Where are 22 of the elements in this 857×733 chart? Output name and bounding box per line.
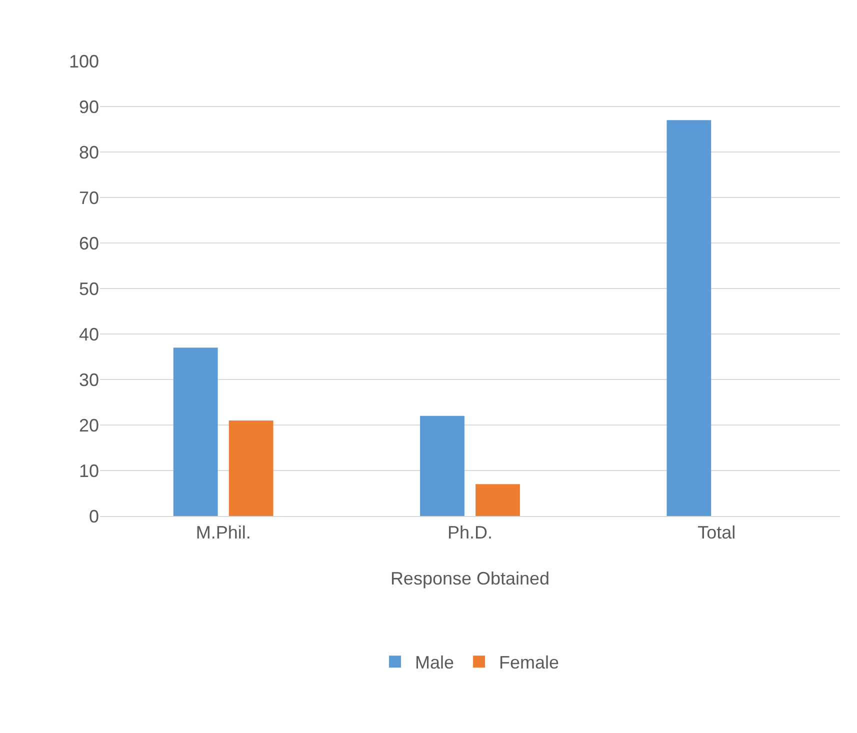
y-tick-label: 90 — [78, 96, 99, 117]
bar — [420, 416, 464, 516]
y-tick-label: 80 — [78, 142, 99, 162]
y-tick-label: 70 — [78, 188, 99, 208]
x-tick-label: M.Phil. — [196, 522, 251, 543]
y-tick-label: 20 — [78, 415, 99, 436]
bar — [173, 348, 218, 516]
x-tick-label: Ph.D. — [447, 522, 493, 543]
bar — [228, 420, 274, 516]
y-tick-label: 40 — [78, 324, 99, 344]
y-tick-label: 30 — [78, 370, 99, 390]
legend-label: Female — [499, 652, 560, 673]
y-tick-label: 50 — [78, 278, 99, 299]
y-tick-label: 10 — [78, 460, 99, 481]
bar — [476, 484, 520, 516]
legend-label: Male — [415, 652, 454, 673]
x-axis-title: Response Obtained — [390, 568, 550, 589]
x-tick-label: Total — [698, 522, 736, 543]
y-tick-label: 60 — [78, 233, 99, 254]
y-tick-label: 0 — [88, 506, 99, 526]
y-tick-label: 100 — [68, 51, 99, 72]
bar — [666, 120, 712, 516]
